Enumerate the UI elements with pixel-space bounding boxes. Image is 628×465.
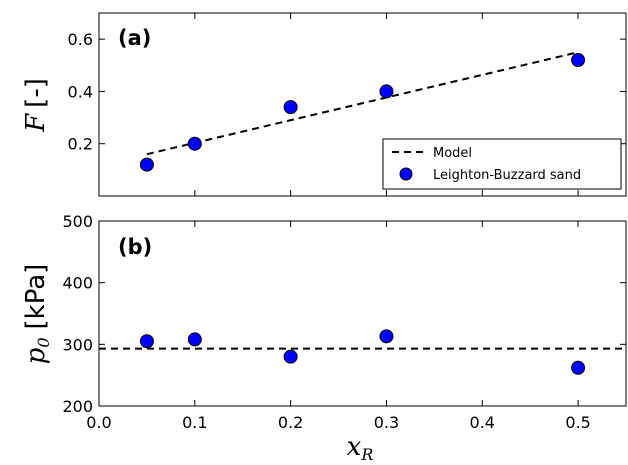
data-point — [139, 334, 154, 349]
panel-a-frame — [98, 12, 627, 197]
x-tick-label: 0.2 — [278, 413, 303, 432]
panel-b-label: (b) — [118, 235, 152, 259]
data-point — [283, 100, 298, 115]
legend-model-label: Model — [433, 146, 472, 161]
data-point — [283, 349, 298, 364]
x-tick-label: 0.1 — [182, 413, 207, 432]
data-point — [571, 360, 586, 375]
x-tick-label: 0.0 — [86, 413, 111, 432]
panel-a-label: (a) — [118, 26, 151, 50]
panel-b-data-points — [139, 329, 586, 375]
panel-b-x-ticks: 0.0 0.1 0.2 0.3 0.4 0.5 — [86, 413, 591, 432]
data-point — [379, 329, 394, 344]
panel-b-y-axis-label: p0[kPa] — [21, 264, 53, 365]
legend: Model Leighton-Buzzard sand — [382, 138, 622, 190]
panel-b-frame — [98, 220, 627, 407]
x-axis-label: xR — [347, 432, 374, 464]
y-tick-label: 200 — [62, 397, 93, 416]
panel-a-y-axis-label: F[-] — [21, 78, 51, 133]
x-tick-label: 0.5 — [565, 413, 590, 432]
y-tick-label: 0.4 — [68, 82, 93, 101]
y-tick-label: 500 — [62, 212, 93, 231]
y-tick-label: 0.2 — [68, 135, 93, 154]
y-tick-label: 300 — [62, 335, 93, 354]
panel-a-y-ticks: 0.2 0.4 0.6 — [68, 13, 626, 196]
panel-a-data-points — [139, 53, 586, 172]
legend-sand-swatch — [399, 167, 413, 181]
x-tick-label: 0.4 — [470, 413, 495, 432]
panel-b-y-ticks: 200 300 400 500 — [62, 212, 626, 416]
panel-a: (a) 0.2 0.4 0.6 F[-] Model Leighton-Buzzar… — [21, 12, 627, 197]
data-point — [187, 332, 202, 347]
data-point — [139, 157, 154, 172]
x-tick-label: 0.3 — [374, 413, 399, 432]
panel-b: (b) 200 300 400 500 0.0 0.1 0.2 0.3 0.4 0.5 p0[k… — [21, 212, 627, 464]
legend-box — [382, 138, 622, 190]
y-tick-label: 0.6 — [68, 30, 93, 49]
panel-a-model-line — [146, 51, 579, 156]
legend-sand-label: Leighton-Buzzard sand — [433, 168, 581, 183]
data-point — [571, 53, 586, 68]
y-tick-label: 400 — [62, 274, 93, 293]
data-point — [379, 84, 394, 99]
data-point — [187, 136, 202, 151]
